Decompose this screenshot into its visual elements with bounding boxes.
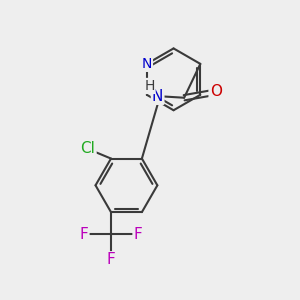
Text: N: N	[142, 57, 152, 71]
Text: N: N	[152, 89, 163, 104]
Text: Cl: Cl	[81, 141, 95, 156]
Text: F: F	[106, 252, 116, 267]
Text: H: H	[144, 79, 154, 93]
Text: F: F	[134, 227, 142, 242]
Text: F: F	[80, 227, 88, 242]
Text: O: O	[210, 84, 222, 99]
